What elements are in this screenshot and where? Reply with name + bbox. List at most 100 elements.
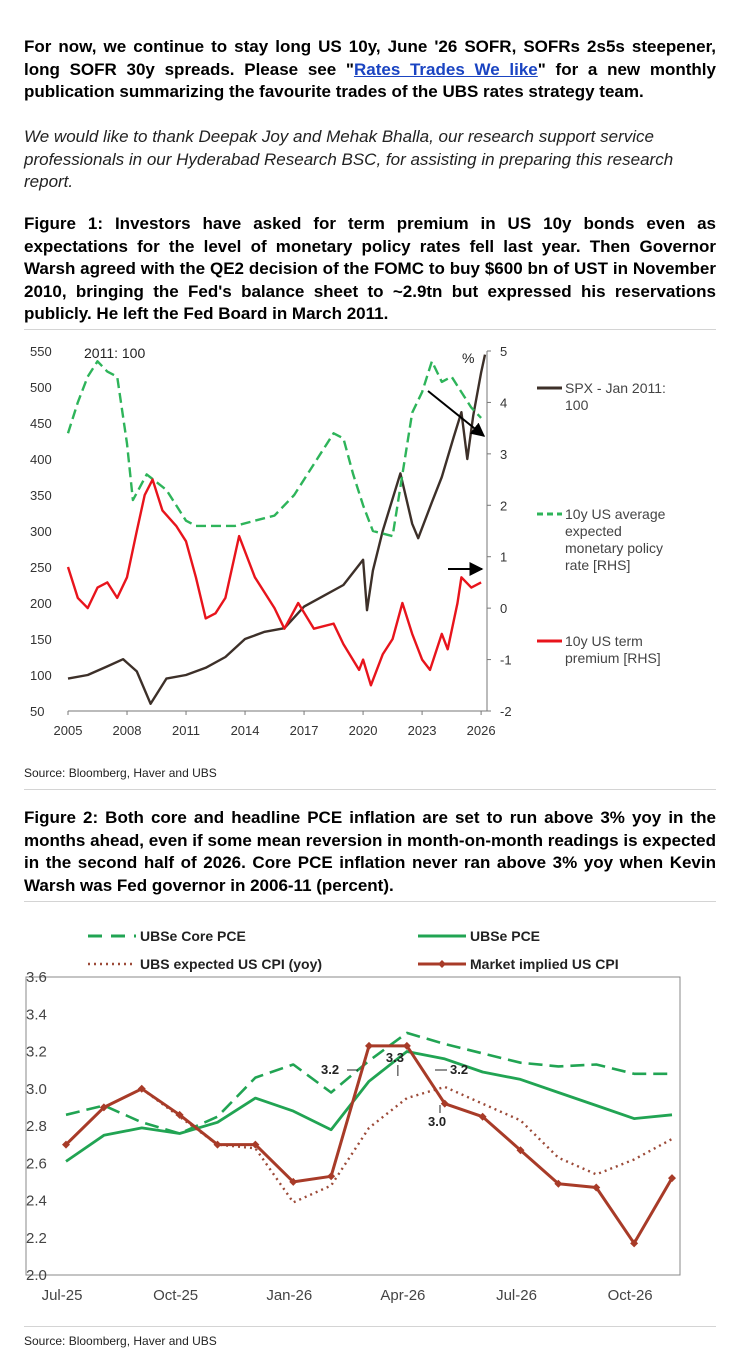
annotation-low: 3.0 bbox=[428, 1114, 446, 1129]
market-cpi-marker bbox=[365, 1041, 373, 1050]
market-cpi-marker bbox=[62, 1140, 70, 1149]
series-line-1 bbox=[66, 360, 482, 538]
legend-label-1: UBSe PCE bbox=[470, 928, 540, 944]
market-cpi-marker bbox=[289, 1177, 298, 1186]
series-line-0 bbox=[65, 1031, 672, 1135]
x-tick-label: Jan-26 bbox=[266, 1287, 312, 1304]
market-cpi-marker bbox=[554, 1179, 563, 1188]
legend-label-0: 100 bbox=[565, 397, 589, 413]
x-tick-label: 2014 bbox=[231, 723, 260, 738]
figure-1-chart: 550 500 450 400 350 300 250 200 150 100 50 5 4 3 2 1 0 -1… bbox=[30, 344, 666, 738]
left-y-tick-label: 200 bbox=[30, 596, 52, 611]
x-tick-label: 2023 bbox=[408, 723, 437, 738]
legend-label-1: expected bbox=[565, 523, 622, 539]
x-tick-label: Oct-25 bbox=[153, 1287, 198, 1304]
right-y-tick-label: -2 bbox=[500, 704, 512, 719]
figure-2-chart: 3.6 3.4 3.2 3.0 2.8 2.6 2.4 2.2 2.0 Jul-25 Oct-25 J… bbox=[25, 928, 681, 1304]
figure-1-bottom-rule bbox=[24, 789, 716, 790]
annotation-left: 3.2 bbox=[321, 1062, 339, 1077]
left-y-tick-label: 250 bbox=[30, 560, 52, 575]
legend-label-0: SPX - Jan 2011: bbox=[565, 380, 666, 396]
x-tick-label: 2026 bbox=[467, 723, 496, 738]
x-tick-label: Jul-26 bbox=[496, 1287, 537, 1304]
series-line-0 bbox=[67, 354, 487, 705]
market-cpi-marker bbox=[478, 1112, 487, 1121]
figure-1-title: Figure 1: Investors have asked for term … bbox=[24, 214, 716, 323]
y-tick-label: 2.0 bbox=[26, 1267, 47, 1284]
intro-text-after: " for a new monthly publication summariz… bbox=[24, 59, 716, 102]
y-tick-label: 2.8 bbox=[26, 1118, 47, 1135]
market-cpi-marker bbox=[440, 1099, 449, 1108]
intro-paragraph: For now, we continue to stay long US 10y… bbox=[24, 36, 716, 104]
legend-marker bbox=[438, 960, 446, 968]
figure-2-top-rule bbox=[24, 901, 716, 902]
market-cpi-marker bbox=[327, 1172, 336, 1181]
x-tick-label: Apr-26 bbox=[380, 1287, 425, 1304]
left-y-tick-label: 50 bbox=[30, 704, 44, 719]
figure-2-bottom-rule bbox=[24, 1326, 716, 1327]
y-tick-label: 2.2 bbox=[26, 1230, 47, 1247]
x-tick-label: Jul-25 bbox=[42, 1287, 83, 1304]
figure-1-top-rule bbox=[24, 329, 716, 330]
legend-label-1: 10y US average bbox=[565, 506, 666, 522]
rates-trades-link[interactable]: Rates Trades We like bbox=[353, 59, 538, 79]
right-axis-unit: % bbox=[462, 350, 474, 366]
figure-2-source: Source: Bloomberg, Haver and UBS bbox=[24, 1334, 217, 1348]
series-line-2 bbox=[66, 478, 482, 687]
acknowledgement-text: We would like to thank Deepak Joy and Me… bbox=[24, 127, 674, 191]
legend-label-2: 10y US term bbox=[565, 633, 643, 649]
market-cpi-marker bbox=[99, 1103, 108, 1112]
x-tick-label: 2005 bbox=[54, 723, 83, 738]
legend-label-1: rate [RHS] bbox=[565, 557, 630, 573]
x-tick-label: 2017 bbox=[290, 723, 319, 738]
legend-label-3: Market implied US CPI bbox=[470, 956, 619, 972]
market-cpi-marker bbox=[630, 1239, 639, 1248]
left-y-tick-label: 500 bbox=[30, 380, 52, 395]
y-tick-label: 3.2 bbox=[26, 1044, 47, 1061]
legend-label-2: UBS expected US CPI (yoy) bbox=[140, 956, 322, 972]
left-y-tick-label: 150 bbox=[30, 632, 52, 647]
market-cpi-marker bbox=[213, 1140, 222, 1149]
market-cpi-marker bbox=[402, 1041, 411, 1050]
legend-label-0: UBSe Core PCE bbox=[140, 928, 246, 944]
series-line-1 bbox=[65, 1050, 673, 1163]
annotation-peak: 3.3 bbox=[386, 1050, 404, 1065]
x-tick-label: 2008 bbox=[113, 723, 142, 738]
market-cpi-marker bbox=[592, 1183, 601, 1192]
x-tick-label: 2020 bbox=[349, 723, 378, 738]
y-tick-label: 2.4 bbox=[26, 1193, 47, 1210]
trend-arrow bbox=[427, 390, 486, 437]
right-y-tick-label: 4 bbox=[500, 395, 507, 410]
market-cpi-marker bbox=[668, 1174, 676, 1183]
left-y-tick-label: 550 bbox=[30, 344, 52, 359]
right-y-tick-label: 3 bbox=[500, 447, 507, 462]
right-y-tick-label: 0 bbox=[500, 601, 507, 616]
plot-frame bbox=[25, 976, 681, 1276]
intro-text-before: For now, we continue to stay long US 10y… bbox=[24, 37, 716, 79]
legend-label-2: premium [RHS] bbox=[565, 650, 661, 666]
left-y-tick-label: 300 bbox=[30, 524, 52, 539]
y-tick-label: 3.4 bbox=[26, 1006, 47, 1023]
market-cpi-marker bbox=[516, 1146, 525, 1155]
right-y-tick-label: 5 bbox=[500, 344, 507, 359]
left-y-tick-label: 350 bbox=[30, 488, 52, 503]
legend-label-1: monetary policy bbox=[565, 540, 663, 556]
market-cpi-marker bbox=[251, 1140, 260, 1149]
x-tick-label: 2011 bbox=[172, 723, 200, 738]
y-tick-label: 3.0 bbox=[26, 1081, 47, 1098]
figure-1-source: Source: Bloomberg, Haver and UBS bbox=[24, 766, 217, 780]
index-base-annotation: 2011: 100 bbox=[84, 345, 145, 361]
y-tick-label: 2.6 bbox=[26, 1155, 47, 1172]
left-y-tick-label: 400 bbox=[30, 452, 52, 467]
market-cpi-marker bbox=[175, 1110, 184, 1119]
right-y-tick-label: 1 bbox=[500, 550, 507, 565]
left-y-tick-label: 450 bbox=[30, 416, 52, 431]
right-y-tick-label: -1 bbox=[500, 653, 512, 668]
series-line-3 bbox=[64, 1044, 674, 1245]
annotation-right: 3.2 bbox=[450, 1062, 468, 1077]
x-tick-label: Oct-26 bbox=[608, 1287, 653, 1304]
figure-2-title: Figure 2: Both core and headline PCE inf… bbox=[24, 808, 716, 895]
left-y-tick-label: 100 bbox=[30, 668, 52, 683]
market-cpi-marker bbox=[137, 1084, 146, 1093]
right-y-tick-label: 2 bbox=[500, 498, 507, 513]
